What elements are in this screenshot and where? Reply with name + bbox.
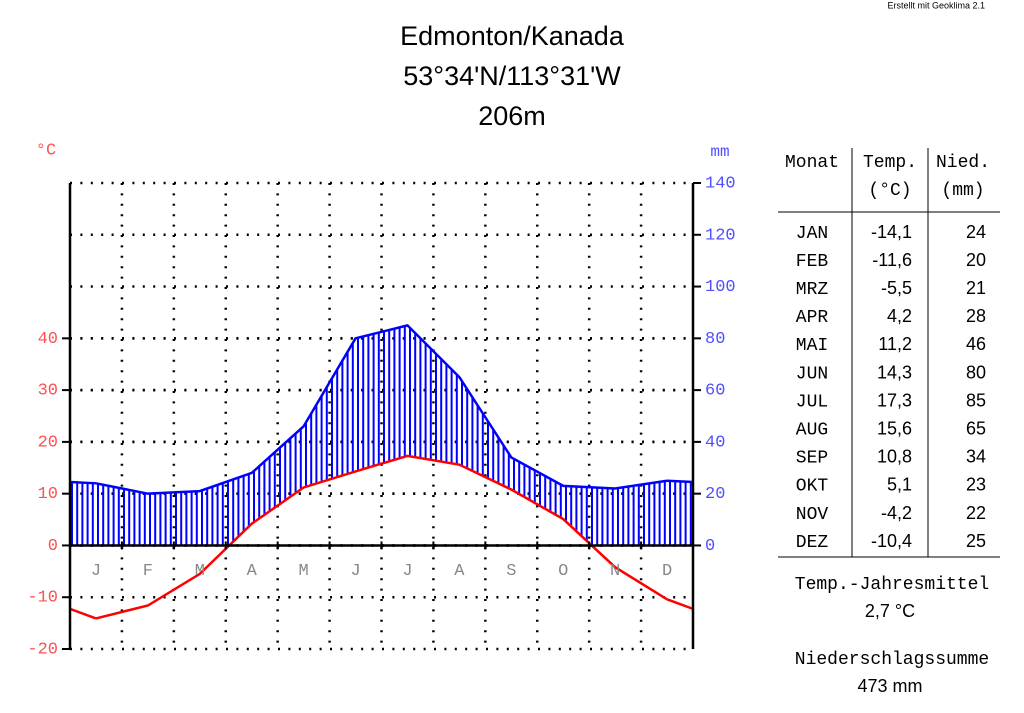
- precip-sum-label: Niederschlagssumme: [795, 650, 989, 670]
- y2-tick-label: 20: [705, 485, 725, 504]
- y-tick-label: 0: [48, 537, 58, 556]
- table-precip: 20: [966, 250, 986, 270]
- curve-extension: [69, 480, 97, 485]
- table-month: NOV: [796, 505, 829, 525]
- table-month: AUG: [796, 420, 828, 440]
- table-month: MAI: [796, 336, 828, 356]
- table-precip: 22: [966, 503, 986, 523]
- y-tick-label: -10: [27, 589, 58, 608]
- table-temp: 14,3: [877, 362, 912, 382]
- x-tick-label: M: [195, 562, 205, 581]
- x-tick-label: F: [143, 562, 153, 581]
- table-precip: 34: [966, 447, 986, 467]
- table-month: DEZ: [796, 533, 829, 553]
- line: [95, 324, 668, 495]
- y2-axis-unit: mm: [710, 143, 729, 161]
- table-temp: 11,2: [878, 334, 912, 354]
- y2-tick-label: 60: [705, 382, 725, 401]
- table-temp: 17,3: [877, 390, 912, 410]
- y-tick-label: 20: [38, 433, 58, 452]
- y2-tick-label: 140: [705, 174, 736, 193]
- table-month: JUL: [796, 392, 828, 412]
- x-tick-label: A: [247, 562, 258, 581]
- line: [95, 454, 668, 620]
- precip-sum-value: 473 mm: [857, 676, 922, 696]
- x-tick-label: M: [299, 562, 309, 581]
- x-tick-label: J: [402, 562, 412, 581]
- chart-title: Edmonton/Kanada: [400, 21, 625, 51]
- table-precip: 65: [966, 418, 986, 438]
- curve-extension: [666, 479, 694, 484]
- table-precip: 24: [966, 222, 986, 242]
- table-precip: 25: [966, 531, 986, 551]
- temp-mean-value: 2,7 °C: [865, 601, 915, 621]
- x-tick-label: O: [558, 562, 568, 581]
- y2-tick-label: 0: [705, 537, 715, 556]
- table-temp: 15,6: [877, 418, 912, 438]
- table-temp: -10,4: [871, 531, 912, 551]
- table-month: SEP: [796, 449, 828, 469]
- y-tick-label: 30: [38, 382, 58, 401]
- curve-extension: [69, 607, 97, 620]
- y-tick-label: 10: [38, 485, 58, 504]
- table-temp: 4,2: [887, 306, 912, 326]
- x-tick-label: N: [610, 562, 620, 581]
- chart-subtitle: 53°34'N/113°31'W: [403, 61, 621, 91]
- table-header: Temp.: [863, 153, 917, 173]
- x-tick-label: S: [506, 562, 516, 581]
- table-month: FEB: [796, 252, 829, 272]
- table-temp: -14,1: [871, 222, 912, 242]
- x-tick-label: J: [91, 562, 101, 581]
- x-tick-label: D: [662, 562, 672, 581]
- temp-mean-label: Temp.-Jahresmittel: [795, 575, 989, 595]
- y-tick-label: 40: [38, 330, 58, 349]
- table-precip: 23: [966, 475, 986, 495]
- table-header: Nied.: [936, 153, 990, 173]
- table-month: JUN: [796, 364, 828, 384]
- x-tick-label: A: [454, 562, 465, 581]
- x-tick-label: J: [350, 562, 360, 581]
- y-tick-label: -20: [27, 640, 58, 659]
- table-month: OKT: [796, 477, 829, 497]
- table-precip: 46: [966, 334, 986, 354]
- table-header: (°C): [868, 181, 911, 201]
- y2-tick-label: 80: [705, 330, 725, 349]
- y-axis-unit: °C: [36, 141, 56, 160]
- table-temp: 5,1: [887, 475, 912, 495]
- table-precip: 28: [966, 306, 986, 326]
- curve-extension: [666, 598, 694, 611]
- table-header: (mm): [941, 181, 984, 201]
- table-temp: 10,8: [877, 447, 912, 467]
- credit: Erstellt mit Geoklima 2.1: [887, 0, 985, 10]
- table-temp: -4,2: [881, 503, 912, 523]
- table-month: JAN: [796, 224, 828, 244]
- table-header: Monat: [785, 153, 839, 173]
- table-temp: -11,6: [872, 250, 912, 270]
- y2-tick-label: 40: [705, 433, 725, 452]
- table-month: MRZ: [796, 280, 829, 300]
- table-month: APR: [796, 308, 829, 328]
- table-precip: 85: [966, 390, 986, 410]
- y2-tick-label: 120: [705, 226, 736, 245]
- table-temp: -5,5: [881, 278, 912, 298]
- table-precip: 21: [966, 278, 986, 298]
- table-precip: 80: [966, 362, 986, 382]
- elevation: 206m: [478, 101, 546, 131]
- y2-tick-label: 100: [705, 278, 736, 297]
